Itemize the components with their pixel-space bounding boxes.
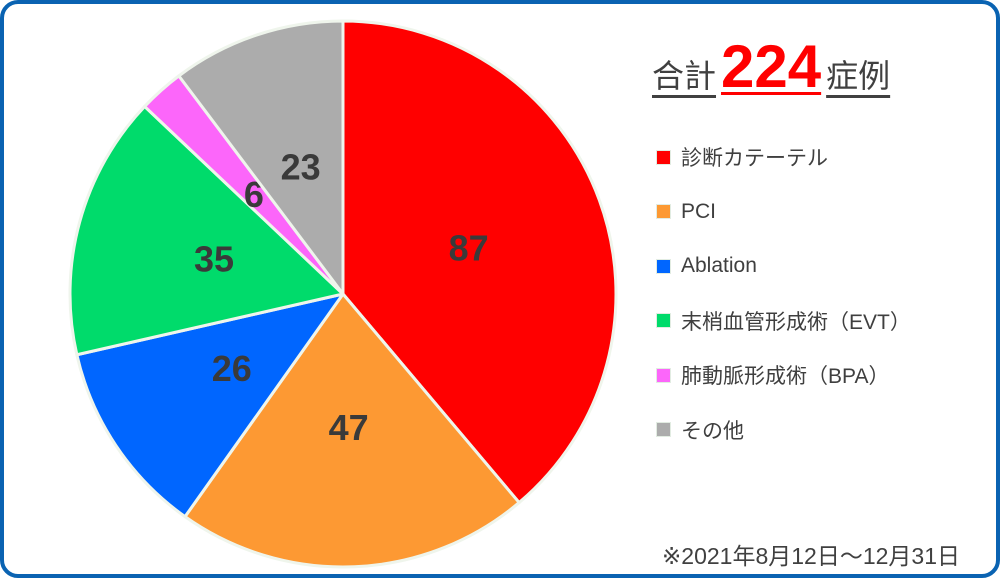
pie-slice-value-0: 87: [449, 228, 489, 269]
legend-item-0: 診断カテーテル: [656, 130, 986, 185]
legend-label: 診断カテーテル: [681, 147, 828, 171]
pie-slice-value-5: 23: [281, 147, 321, 188]
pie-slice-value-3: 35: [194, 238, 234, 279]
legend-label: その他: [681, 419, 744, 443]
legend-item-2: Ablation: [656, 239, 986, 294]
legend-swatch-icon: [656, 313, 671, 329]
legend-label: 末梢血管形成術（EVT）: [681, 310, 911, 334]
legend-label: Ablation: [681, 254, 757, 278]
pie-slice-value-1: 47: [329, 407, 369, 448]
pie-slice-1: [183, 292, 521, 569]
legend-swatch-icon: [656, 367, 671, 383]
pie-slice-2: [75, 292, 345, 519]
pie-slice-3: [68, 104, 345, 357]
legend-item-4: 肺動脈形成術（BPA）: [656, 348, 986, 403]
legend-swatch-icon: [656, 204, 671, 220]
legend-item-1: PCI: [656, 185, 986, 240]
legend-swatch-icon: [656, 258, 671, 274]
legend-label: PCI: [681, 199, 717, 223]
pie-slice-5: [177, 19, 345, 296]
chart-legend: 診断カテーテル PCI Ablation 末梢血管形成術（EVT） 肺動脈形成術（BPA…: [656, 130, 986, 457]
chart-title: 合計224 症例: [652, 37, 890, 97]
legend-item-5: その他: [656, 403, 986, 458]
pie-chart: 87 47 26 35 6 23: [62, 12, 624, 574]
legend-swatch-icon: [656, 422, 671, 438]
legend-swatch-icon: [656, 149, 671, 165]
legend-item-3: 末梢血管形成術（EVT）: [656, 294, 986, 349]
title-prefix: 合計: [652, 58, 717, 94]
title-total-count: 224: [721, 33, 822, 100]
pie-slice-0: [341, 19, 618, 505]
pie-slice-value-2: 26: [212, 348, 252, 389]
legend-label: 肺動脈形成術（BPA）: [681, 365, 890, 389]
date-range-footnote: ※2021年8月12日～12月31日: [662, 543, 960, 569]
title-suffix: 症例: [826, 58, 891, 94]
